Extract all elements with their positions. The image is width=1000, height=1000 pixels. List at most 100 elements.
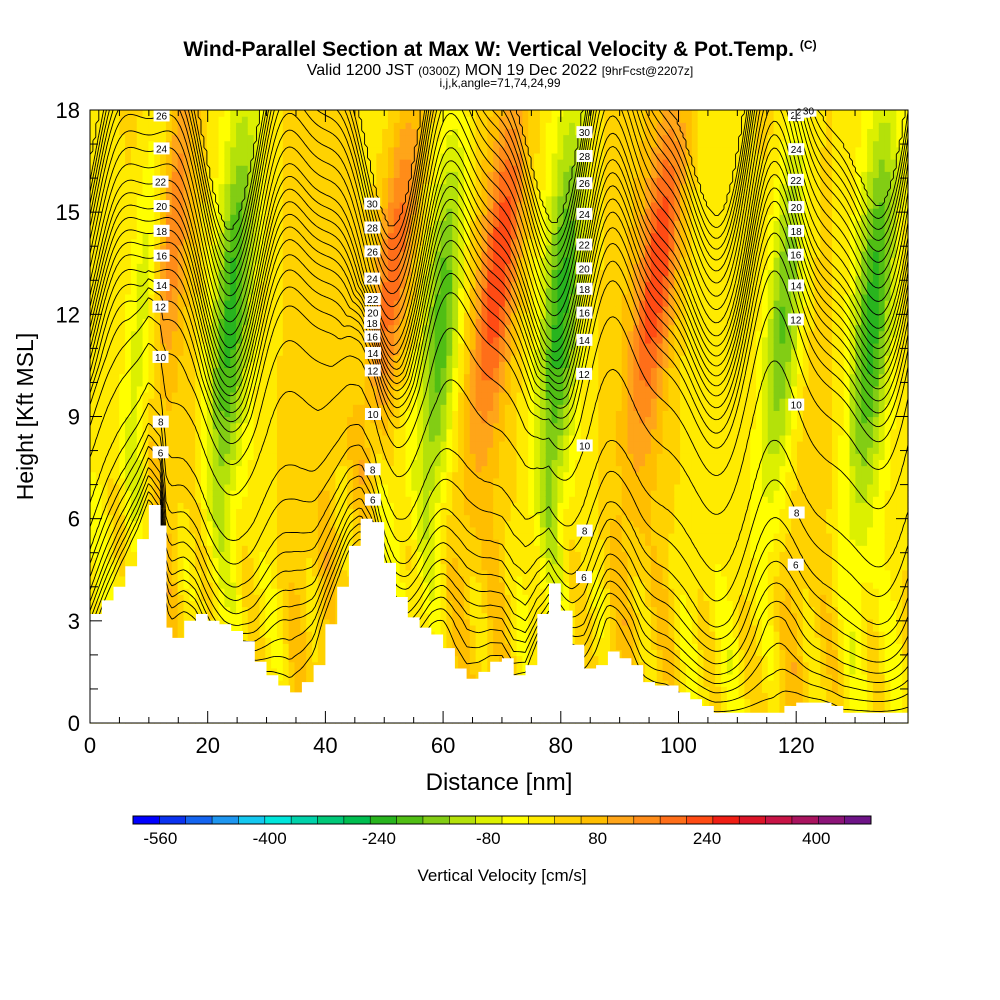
velocity-cell: [125, 165, 132, 172]
velocity-cell: [300, 441, 307, 448]
velocity-cell: [236, 336, 243, 344]
velocity-cell: [113, 122, 120, 129]
velocity-cell: [136, 410, 144, 418]
velocity-cell: [306, 514, 313, 522]
velocity-cell: [300, 661, 307, 669]
velocity-cell: [136, 404, 144, 411]
velocity-cell: [90, 428, 97, 436]
velocity-cell: [352, 177, 360, 185]
velocity-cell: [201, 575, 208, 583]
velocity-cell: [335, 569, 342, 577]
velocity-cell: [90, 582, 97, 589]
velocity-cell: [241, 159, 249, 166]
velocity-cell: [189, 128, 196, 136]
velocity-cell: [101, 373, 109, 381]
velocity-cell: [236, 575, 243, 583]
velocity-cell: [317, 428, 325, 436]
velocity-cell: [271, 232, 278, 240]
velocity-cell: [236, 434, 243, 442]
velocity-cell: [154, 367, 161, 375]
velocity-cell: [119, 391, 126, 399]
velocity-cell: [335, 232, 342, 240]
velocity-cell: [130, 526, 138, 534]
velocity-cell: [136, 526, 144, 534]
velocity-cell: [171, 391, 179, 399]
velocity-cell: [312, 146, 319, 154]
velocity-cell: [136, 281, 144, 289]
velocity-cell: [347, 220, 354, 228]
velocity-cell: [347, 404, 354, 411]
velocity-cell: [113, 379, 120, 387]
velocity-cell: [171, 631, 179, 638]
velocity-cell: [276, 453, 284, 461]
velocity-cell: [300, 238, 307, 246]
velocity-cell: [352, 416, 360, 424]
velocity-cell: [294, 612, 301, 620]
velocity-cell: [224, 257, 231, 264]
velocity-cell: [294, 490, 301, 497]
velocity-cell: [276, 312, 284, 320]
velocity-cell: [218, 269, 225, 277]
velocity-cell: [358, 171, 366, 179]
velocity-cell: [306, 140, 313, 148]
velocity-cell: [364, 165, 372, 172]
velocity-cell: [358, 238, 366, 246]
velocity-cell: [294, 257, 301, 264]
velocity-cell: [312, 263, 319, 270]
velocity-cell: [282, 250, 290, 258]
velocity-cell: [148, 306, 155, 313]
velocity-cell: [335, 526, 342, 534]
velocity-cell: [300, 471, 307, 479]
velocity-cell: [218, 508, 225, 516]
velocity-cell: [370, 146, 377, 154]
velocity-cell: [323, 220, 331, 228]
velocity-cell: [189, 422, 196, 430]
velocity-cell: [107, 201, 114, 209]
velocity-cell: [206, 208, 214, 215]
velocity-cell: [347, 183, 354, 191]
velocity-cell: [148, 128, 155, 136]
velocity-cell: [341, 361, 348, 369]
velocity-cell: [148, 177, 155, 185]
velocity-cell: [171, 575, 179, 583]
velocity-cell: [276, 177, 284, 185]
velocity-cell: [177, 244, 185, 252]
velocity-cell: [95, 306, 103, 313]
velocity-cell: [352, 336, 360, 344]
velocity-cell: [212, 306, 220, 313]
velocity-cell: [347, 441, 354, 448]
velocity-cell: [358, 312, 366, 320]
velocity-cell: [212, 177, 220, 185]
velocity-cell: [183, 312, 190, 320]
velocity-cell: [230, 312, 237, 320]
velocity-cell: [265, 588, 272, 595]
velocity-cell: [212, 563, 220, 571]
velocity-cell: [189, 330, 196, 338]
velocity-cell: [352, 201, 360, 209]
velocity-cell: [212, 410, 220, 418]
velocity-cell: [306, 183, 313, 191]
velocity-cell: [288, 649, 296, 657]
velocity-cell: [212, 220, 220, 228]
velocity-cell: [247, 416, 255, 424]
velocity-cell: [329, 355, 336, 362]
velocity-cell: [195, 606, 202, 614]
velocity-cell: [265, 643, 272, 651]
velocity-cell: [306, 116, 313, 123]
velocity-cell: [300, 287, 307, 295]
velocity-cell: [177, 575, 185, 583]
velocity-cell: [224, 508, 231, 516]
velocity-cell: [282, 293, 290, 301]
velocity-cell: [329, 134, 336, 142]
velocity-cell: [189, 171, 196, 179]
velocity-cell: [271, 220, 278, 228]
velocity-cell: [241, 232, 249, 240]
velocity-cell: [376, 459, 383, 467]
velocity-cell: [236, 588, 243, 595]
velocity-cell: [113, 465, 120, 473]
velocity-cell: [271, 520, 278, 528]
velocity-cell: [130, 220, 138, 228]
velocity-cell: [90, 177, 97, 185]
velocity-cell: [101, 563, 109, 571]
velocity-cell: [218, 152, 225, 160]
